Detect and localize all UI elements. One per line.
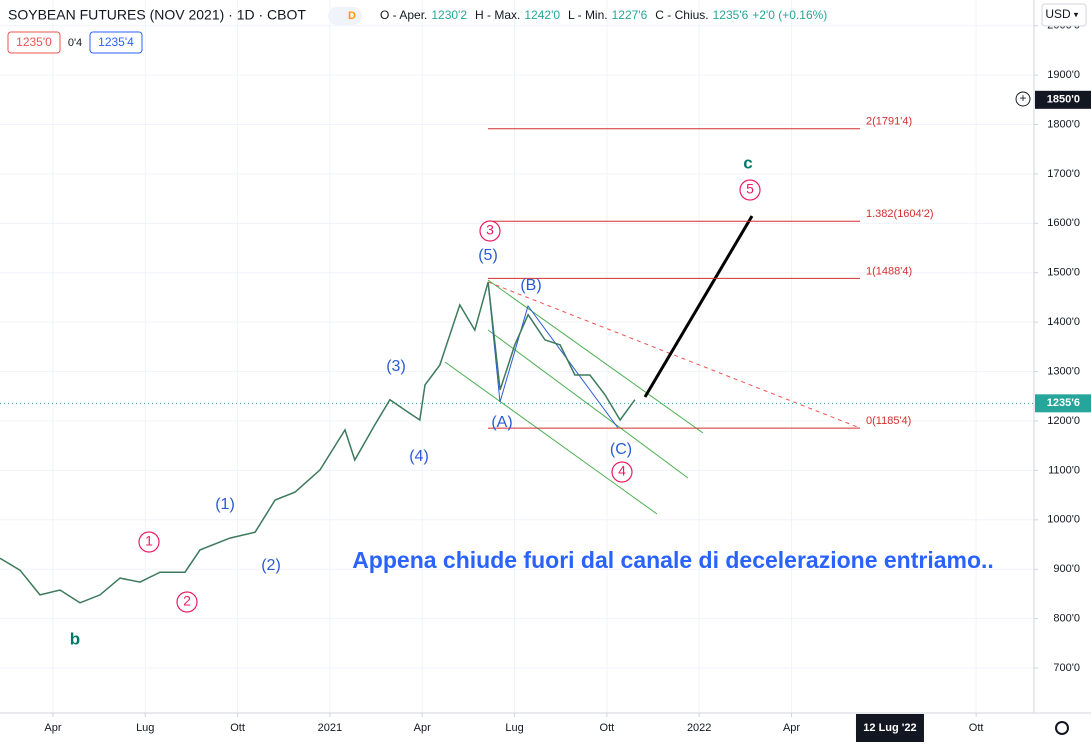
fib-level-label: 1(1488'4) — [866, 265, 912, 277]
x-tick-label: 2021 — [318, 722, 342, 734]
y-tick-label: 1400'0 — [1047, 316, 1080, 328]
x-tick-label: Apr — [414, 722, 431, 734]
ask-box[interactable] — [89, 31, 143, 54]
y-tick-label: 1900'0 — [1047, 69, 1080, 81]
wave-label: (A) — [491, 414, 512, 431]
y-tick-label: 1500'0 — [1047, 267, 1080, 279]
y-tick-label: 1600'0 — [1047, 217, 1080, 229]
settings-icon[interactable] — [1055, 721, 1069, 735]
badge-bg — [328, 7, 362, 25]
x-tick-label: 2022 — [687, 722, 711, 734]
y-tick-label: 1200'0 — [1047, 415, 1080, 427]
ohlc-value: 1227'6 — [612, 8, 648, 22]
projection — [643, 215, 754, 398]
ohlc-label: L - Min. — [568, 8, 608, 22]
plot: 2(1791'4) 1.382(1604'2) 1(1488'4) 0(1185'4) — [0, 116, 1034, 604]
grid — [0, 0, 1034, 713]
y-tick-label: 1700'0 — [1047, 168, 1080, 180]
wave-circle — [479, 220, 501, 242]
wave-label: 4 — [618, 463, 626, 479]
wave-label: (3) — [386, 358, 406, 375]
crosshair-x-box — [855, 714, 924, 742]
wave-label: 2 — [183, 593, 191, 609]
wave-label: 1 — [145, 533, 153, 549]
wave-label: 5 — [746, 181, 754, 197]
plus-sign: + — [1019, 91, 1026, 105]
wave-circle — [611, 461, 633, 483]
y-tick-label: 1000'0 — [1047, 514, 1080, 526]
crosshair-x-label: 12 Lug '22 — [863, 722, 916, 734]
dashed-trend — [487, 281, 861, 429]
wave-circle — [176, 591, 198, 613]
badge: D — [348, 10, 356, 22]
wave-label: 3 — [486, 222, 494, 238]
ohlc-label: C - Chius. — [655, 8, 708, 22]
wave-label: (5) — [478, 247, 498, 264]
x-tick-label: Apr — [44, 722, 61, 734]
wave-label: c — [743, 153, 752, 172]
ohlc-value: 1235'6 — [713, 8, 749, 22]
y-tick-label: 1100'0 — [1048, 464, 1080, 476]
ask: 1235'4 — [98, 35, 134, 49]
fib-level-label: 2(1791'4) — [866, 116, 912, 128]
x-tick-label: Lug — [505, 722, 523, 734]
wave-label: (B) — [520, 277, 541, 294]
wave-label: (4) — [409, 448, 429, 465]
ohlc: O - Aper. 1230'2 H - Max. 1242'0 L - Min. 122… — [380, 8, 827, 22]
currency-box[interactable] — [1041, 3, 1087, 27]
axes: 700'0 800'0 900'0 1000'0 1100'0 1200'0 1300'0 1… — [44, 20, 1091, 742]
price-line — [0, 281, 636, 604]
channel-line — [444, 361, 658, 515]
last-price-box — [1035, 394, 1091, 413]
ohlc-label: H - Max. — [475, 8, 520, 22]
ohlc-value: 1230'2 — [431, 8, 467, 22]
y-tick-label: 800'0 — [1053, 613, 1080, 625]
zigzag — [487, 281, 619, 429]
symbol: SOYBEAN FUTURES (NOV 2021) · 1D · CBOT — [8, 7, 306, 23]
wave-label: b — [70, 629, 80, 648]
crosshair-y-box — [1035, 90, 1091, 109]
note: Appena chiude fuori dal canale di decele… — [352, 547, 994, 573]
dropdown-icon: ▾ — [1074, 9, 1079, 19]
drawings — [444, 215, 861, 515]
fib-level-label: 1.382(1604'2) — [866, 208, 934, 220]
wave-label: (C) — [610, 441, 632, 458]
channel-line — [487, 329, 689, 479]
bid-box[interactable] — [7, 31, 61, 54]
wave-circle — [138, 531, 160, 553]
x-tick-label: Ott — [969, 722, 984, 734]
spread: 0'4 — [68, 37, 82, 49]
wave-circle — [739, 179, 761, 201]
y-tick-label: 1300'0 — [1047, 365, 1080, 377]
ohlc-label: O - Aper. — [380, 8, 427, 22]
y-tick-label: 1800'0 — [1047, 118, 1080, 130]
plus-icon[interactable] — [1015, 91, 1031, 107]
fib-level-label: 0(1185'4) — [866, 415, 911, 427]
wave-label: (1) — [215, 496, 235, 513]
x-tick-label: Lug — [136, 722, 154, 734]
last-price-label: 1235'6 — [1047, 397, 1080, 409]
wave-label: (2) — [261, 557, 281, 574]
change: +2'0 (+0.16%) — [752, 8, 827, 22]
currency: USD — [1045, 7, 1071, 21]
x-tick-label: Ott — [600, 722, 615, 734]
crosshair-y-label: 1850'0 — [1047, 94, 1080, 106]
x-tick-label: Apr — [783, 722, 800, 734]
y-tick-label: 700'0 — [1053, 662, 1080, 674]
channel-line — [487, 279, 704, 434]
bid: 1235'0 — [16, 35, 52, 49]
x-tick-label: Ott — [230, 722, 245, 734]
y-tick-label: 900'0 — [1053, 563, 1080, 575]
ohlc-value: 1242'0 — [524, 8, 560, 22]
wave-labels: c 5 3 (5) (B) (3) (A) (4) (C) 4 (1) 1 (2) 2 b — [70, 153, 761, 648]
